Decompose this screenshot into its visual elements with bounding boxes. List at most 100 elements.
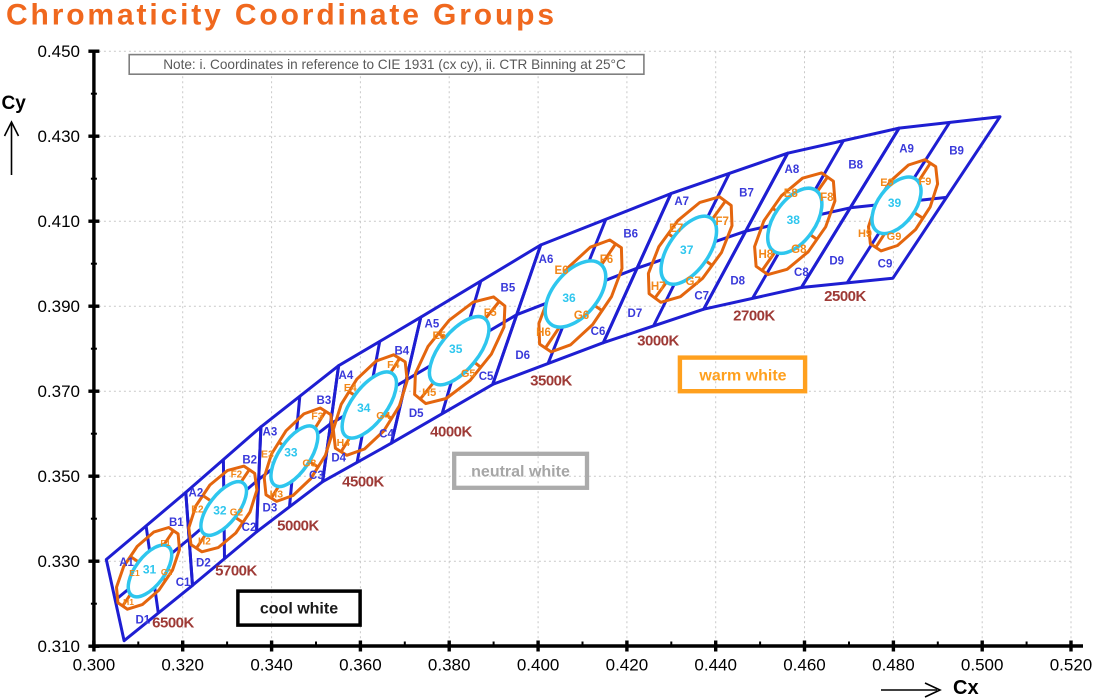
svg-text:C3: C3 <box>309 470 324 482</box>
svg-text:D6: D6 <box>515 350 530 362</box>
svg-text:F6: F6 <box>600 254 613 266</box>
svg-text:4500K: 4500K <box>342 474 384 491</box>
svg-text:warm white: warm white <box>698 368 786 385</box>
svg-text:38: 38 <box>787 213 801 227</box>
svg-text:Chromaticity Coordinate Groups: Chromaticity Coordinate Groups <box>6 0 554 32</box>
svg-text:F4: F4 <box>387 359 399 371</box>
svg-text:G4: G4 <box>376 410 390 422</box>
svg-text:0.300: 0.300 <box>73 656 116 675</box>
svg-text:0.480: 0.480 <box>872 656 915 675</box>
svg-text:G1: G1 <box>161 567 173 577</box>
svg-text:0.440: 0.440 <box>694 656 737 675</box>
svg-text:C5: C5 <box>479 371 494 383</box>
svg-text:2500K: 2500K <box>824 288 866 305</box>
svg-text:A3: A3 <box>263 426 278 438</box>
svg-text:0.400: 0.400 <box>517 656 560 675</box>
svg-text:H5: H5 <box>422 387 436 399</box>
svg-text:C4: C4 <box>379 429 394 441</box>
svg-text:F1: F1 <box>161 538 171 548</box>
svg-text:Cy: Cy <box>2 93 27 114</box>
svg-text:H1: H1 <box>123 597 134 607</box>
svg-text:E5: E5 <box>432 330 445 342</box>
svg-text:E8: E8 <box>784 188 799 200</box>
svg-text:C7: C7 <box>694 290 709 302</box>
svg-text:0.430: 0.430 <box>37 127 80 146</box>
svg-text:35: 35 <box>449 342 463 356</box>
svg-text:B4: B4 <box>394 346 409 358</box>
svg-text:3000K: 3000K <box>637 333 679 350</box>
svg-text:D8: D8 <box>730 276 745 288</box>
svg-text:F5: F5 <box>484 307 497 319</box>
svg-text:31: 31 <box>143 562 157 576</box>
svg-text:G9: G9 <box>887 231 902 243</box>
svg-text:5000K: 5000K <box>277 518 319 535</box>
svg-text:C6: C6 <box>591 326 606 338</box>
svg-text:B2: B2 <box>242 454 257 466</box>
svg-text:C1: C1 <box>176 577 191 589</box>
svg-text:E1: E1 <box>129 568 140 578</box>
svg-text:G7: G7 <box>686 276 701 288</box>
svg-text:36: 36 <box>562 291 576 305</box>
svg-text:0.410: 0.410 <box>37 212 80 231</box>
svg-text:0.320: 0.320 <box>161 656 204 675</box>
svg-text:F2: F2 <box>231 470 243 481</box>
svg-text:Note: i. Coordinates in refere: Note: i. Coordinates in reference to CIE… <box>163 57 626 72</box>
svg-text:D9: D9 <box>829 256 844 268</box>
svg-text:B1: B1 <box>169 517 184 529</box>
svg-text:G8: G8 <box>791 244 807 256</box>
svg-text:0.460: 0.460 <box>783 656 826 675</box>
svg-text:A8: A8 <box>785 164 800 176</box>
svg-text:E2: E2 <box>191 505 204 516</box>
svg-text:H6: H6 <box>536 327 551 339</box>
svg-text:C2: C2 <box>242 522 257 534</box>
svg-text:G2: G2 <box>230 508 244 519</box>
svg-text:neutral white: neutral white <box>471 464 570 481</box>
svg-text:A9: A9 <box>899 144 914 156</box>
svg-text:H4: H4 <box>337 437 351 449</box>
svg-text:H2: H2 <box>198 537 211 548</box>
svg-text:G6: G6 <box>574 310 589 322</box>
svg-text:F8: F8 <box>820 192 834 204</box>
svg-text:A5: A5 <box>425 318 440 330</box>
svg-text:A2: A2 <box>189 488 204 500</box>
svg-text:D3: D3 <box>263 502 278 514</box>
svg-text:39: 39 <box>888 196 902 210</box>
svg-text:Cx: Cx <box>953 677 979 698</box>
svg-text:3500K: 3500K <box>530 373 572 390</box>
svg-text:4000K: 4000K <box>430 424 472 441</box>
svg-text:G5: G5 <box>461 368 476 380</box>
svg-text:D5: D5 <box>409 408 424 420</box>
svg-text:0.520: 0.520 <box>1050 656 1093 675</box>
svg-text:0.370: 0.370 <box>37 382 80 401</box>
svg-text:H9: H9 <box>858 228 872 240</box>
svg-text:B7: B7 <box>739 187 754 199</box>
svg-text:A7: A7 <box>674 196 689 208</box>
svg-text:C8: C8 <box>794 267 809 279</box>
svg-text:C9: C9 <box>878 259 893 271</box>
svg-text:B5: B5 <box>501 283 516 295</box>
svg-text:A1: A1 <box>119 557 134 569</box>
svg-text:A6: A6 <box>539 254 554 266</box>
svg-text:B6: B6 <box>623 229 638 241</box>
svg-text:34: 34 <box>357 401 371 415</box>
svg-text:E9: E9 <box>880 177 893 189</box>
svg-text:F9: F9 <box>919 176 932 188</box>
svg-text:H7: H7 <box>651 281 666 293</box>
svg-text:D4: D4 <box>331 452 346 464</box>
svg-text:D1: D1 <box>135 615 150 627</box>
svg-text:2700K: 2700K <box>733 308 775 325</box>
svg-text:0.390: 0.390 <box>37 297 80 316</box>
svg-text:6500K: 6500K <box>152 615 194 632</box>
svg-text:E7: E7 <box>669 223 683 235</box>
svg-text:0.340: 0.340 <box>250 656 293 675</box>
svg-text:cool white: cool white <box>260 601 338 618</box>
svg-text:B3: B3 <box>317 395 332 407</box>
svg-text:32: 32 <box>213 504 227 518</box>
svg-text:E3: E3 <box>261 449 274 461</box>
svg-text:B8: B8 <box>848 160 863 172</box>
svg-text:E6: E6 <box>554 265 568 277</box>
svg-text:A4: A4 <box>339 370 354 382</box>
svg-text:F3: F3 <box>311 411 323 423</box>
svg-text:0.420: 0.420 <box>606 656 649 675</box>
svg-text:37: 37 <box>680 243 694 257</box>
